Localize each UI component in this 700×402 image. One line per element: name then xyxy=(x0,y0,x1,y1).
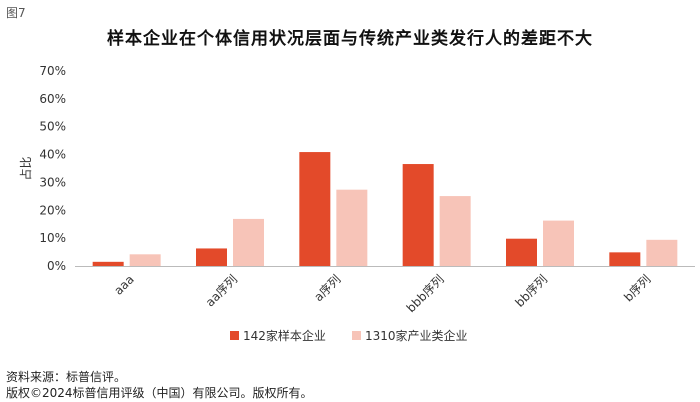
y-tick-label: 50% xyxy=(39,120,66,134)
bar-industry-2 xyxy=(336,189,368,266)
legend-label: 1310家产业类企业 xyxy=(365,328,468,343)
bar-sample-1 xyxy=(196,248,227,266)
source-note: 资料来源：标普信评。 xyxy=(6,370,127,384)
x-tick-label: bbb序列 xyxy=(403,272,447,316)
x-tick-label: aa序列 xyxy=(202,272,240,310)
y-axis-label: 占比 xyxy=(18,156,33,180)
bar-sample-4 xyxy=(506,238,537,266)
bar-industry-5 xyxy=(646,239,678,266)
legend-swatch xyxy=(230,331,239,340)
bar-industry-0 xyxy=(129,254,161,266)
x-tick-label: a序列 xyxy=(311,272,344,305)
y-tick-label: 30% xyxy=(39,175,66,189)
y-tick-label: 20% xyxy=(39,203,66,217)
y-tick-label: 40% xyxy=(39,148,66,162)
legend-label: 142家样本企业 xyxy=(243,328,326,343)
copyright-note: 版权©2024标普信用评级（中国）有限公司。版权所有。 xyxy=(6,386,313,400)
y-tick-label: 10% xyxy=(39,231,66,245)
bar-industry-4 xyxy=(543,220,574,266)
legend-swatch xyxy=(352,331,361,340)
y-tick-label: 70% xyxy=(39,64,66,78)
bar-sample-5 xyxy=(609,252,641,266)
chart-title: 样本企业在个体信用状况层面与传统产业类发行人的差距不大 xyxy=(107,29,593,49)
bar-industry-1 xyxy=(233,218,264,266)
y-tick-label: 60% xyxy=(39,92,66,106)
x-tick-label: b序列 xyxy=(620,272,653,305)
x-tick-label: bb序列 xyxy=(512,272,550,310)
x-tick-label: aaa xyxy=(111,272,137,298)
bar-sample-2 xyxy=(299,152,331,266)
bar-sample-0 xyxy=(92,261,124,266)
figure-label: 图7 xyxy=(6,6,26,20)
bar-sample-3 xyxy=(402,164,434,266)
bar-industry-3 xyxy=(439,196,471,266)
y-tick-label: 0% xyxy=(47,259,66,273)
